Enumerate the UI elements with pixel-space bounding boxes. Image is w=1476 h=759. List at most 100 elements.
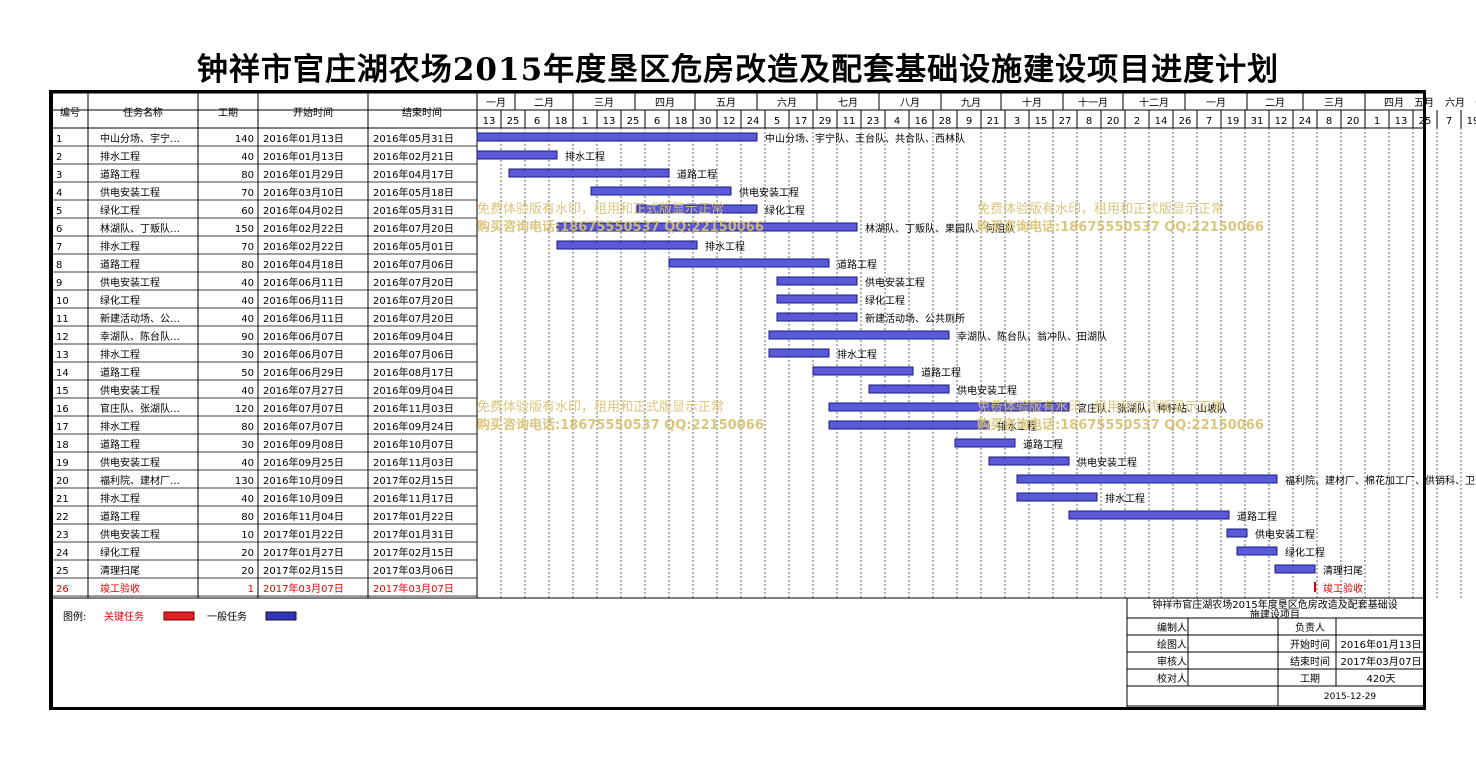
- task-name: 道路工程: [100, 510, 140, 523]
- month-label: 六月: [1445, 97, 1465, 109]
- header-duration: 工期: [218, 107, 238, 119]
- task-start: 2016年10月09日: [263, 474, 344, 487]
- task-id: 23: [56, 530, 69, 541]
- task-start: 2016年01月13日: [263, 132, 344, 145]
- day-tick-label: 1: [1374, 116, 1380, 127]
- day-tick-label: 25: [1419, 116, 1432, 127]
- task-name: 新建活动场、公…: [100, 312, 180, 325]
- task-bar: [828, 420, 990, 430]
- bar-label: 中山分场、宇宁队、王台队、共合队、西林队: [765, 132, 965, 145]
- task-id: 22: [56, 512, 69, 523]
- day-tick-label: 1: [582, 116, 588, 127]
- task-end: 2016年11月03日: [373, 456, 454, 469]
- task-start: 2016年06月07日: [263, 330, 344, 343]
- info-value: 420天: [1366, 674, 1395, 685]
- task-duration: 40: [241, 278, 254, 289]
- task-duration: 130: [235, 476, 254, 487]
- page-title: 钟祥市官庄湖农场2015年度垦区危房改造及配套基础设施建设项目进度计划: [196, 52, 1280, 88]
- task-name: 排水工程: [100, 240, 140, 253]
- task-duration: 80: [241, 170, 254, 181]
- day-tick-label: 5: [774, 116, 780, 127]
- month-label: 二月: [1265, 97, 1285, 109]
- task-bar: [776, 312, 858, 322]
- task-start: 2017年02月15日: [263, 564, 344, 577]
- info-box-title-cont: 施建设项目: [1250, 608, 1300, 621]
- task-duration: 40: [241, 152, 254, 163]
- task-end: 2016年05月31日: [373, 132, 454, 145]
- task-name: 绿化工程: [100, 204, 140, 217]
- day-tick-label: 21: [987, 116, 1000, 127]
- task-id: 5: [56, 206, 62, 217]
- bar-label: 排水工程: [705, 240, 745, 253]
- info-label: 校对人: [1157, 672, 1187, 685]
- task-bar: [590, 186, 732, 196]
- task-name: 绿化工程: [100, 546, 140, 559]
- day-tick-label: 19: [1227, 116, 1240, 127]
- watermark-text: 购买咨询电话:18675550537 QQ:22150066: [477, 417, 764, 433]
- milestone-marker: [1314, 582, 1316, 592]
- legend-critical-swatch: [163, 611, 195, 621]
- header-start: 开始时间: [293, 106, 333, 119]
- watermark-text: 免费体验版有水印，租用和正式版显示正常: [977, 201, 1224, 217]
- bar-label: 新建活动场、公共厕所: [865, 312, 965, 325]
- task-bar: [768, 348, 830, 358]
- gantt-frame: [49, 90, 1426, 710]
- task-id: 19: [56, 458, 69, 469]
- bar-label: 排水工程: [837, 348, 877, 361]
- day-tick-label: 6: [654, 116, 660, 127]
- task-id: 26: [56, 584, 69, 595]
- task-duration: 60: [241, 206, 254, 217]
- task-end: 2016年11月17日: [373, 492, 454, 505]
- task-bar: [476, 132, 758, 142]
- month-label: 四月: [655, 97, 675, 109]
- task-end: 2016年05月01日: [373, 240, 454, 253]
- bar-label: 福利院、建材厂、棉花加工厂、供销科、卫生院、红花队: [1285, 474, 1476, 487]
- task-bar: [1016, 492, 1098, 502]
- task-start: 2016年07月07日: [263, 402, 344, 415]
- day-tick-label: 16: [915, 116, 928, 127]
- task-bar: [556, 240, 698, 250]
- month-label: 五月: [1414, 97, 1434, 109]
- day-tick-label: 12: [1275, 116, 1288, 127]
- day-tick-label: 15: [1035, 116, 1048, 127]
- task-start: 2016年06月11日: [263, 294, 344, 307]
- bar-label: 竣工验收: [1323, 582, 1363, 595]
- day-tick-label: 12: [723, 116, 736, 127]
- day-tick-label: 8: [1326, 116, 1332, 127]
- task-end: 2016年05月18日: [373, 186, 454, 199]
- task-duration: 40: [241, 314, 254, 325]
- task-duration: 40: [241, 386, 254, 397]
- task-end: 2016年11月03日: [373, 402, 454, 415]
- month-label: 三月: [594, 97, 614, 109]
- task-name: 供电安装工程: [100, 528, 160, 541]
- task-id: 2: [56, 152, 62, 163]
- bar-label: 道路工程: [921, 366, 961, 379]
- task-id: 25: [56, 566, 69, 577]
- task-name: 供电安装工程: [100, 186, 160, 199]
- watermark-text: 购买咨询电话:18675550537 QQ:22150066: [477, 219, 764, 235]
- task-name: 清理扫尾: [100, 564, 140, 577]
- task-duration: 20: [241, 548, 254, 559]
- task-name: 绿化工程: [100, 294, 140, 307]
- bar-label: 道路工程: [677, 168, 717, 181]
- month-label: 九月: [961, 97, 981, 109]
- task-start: 2017年01月22日: [263, 528, 344, 541]
- task-duration: 30: [241, 350, 254, 361]
- task-end: 2016年09月04日: [373, 330, 454, 343]
- task-bar: [556, 222, 858, 232]
- day-tick-label: 11: [843, 116, 856, 127]
- task-end: 2016年07月20日: [373, 312, 454, 325]
- info-box-title: 钟祥市官庄湖农场2015年度垦区危房改造及配套基础设: [1152, 598, 1397, 611]
- header-name: 任务名称: [123, 106, 163, 119]
- task-name: 中山分场、宇宁…: [100, 132, 180, 145]
- day-tick-label: 20: [1107, 116, 1120, 127]
- task-id: 18: [56, 440, 69, 451]
- task-start: 2016年01月13日: [263, 150, 344, 163]
- bar-label: 绿化工程: [765, 204, 805, 217]
- info-label: 工期: [1300, 673, 1320, 685]
- task-bar: [508, 168, 670, 178]
- day-tick-label: 17: [795, 116, 808, 127]
- info-label: 开始时间: [1290, 638, 1330, 651]
- task-bar: [954, 438, 1016, 448]
- task-id: 11: [56, 314, 69, 325]
